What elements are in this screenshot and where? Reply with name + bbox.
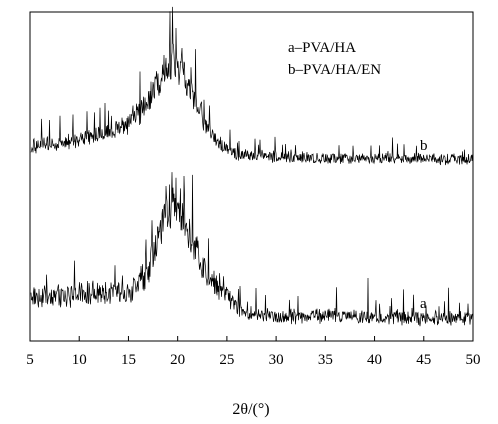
series-layer — [30, 6, 473, 327]
x-tick-label-15: 15 — [121, 352, 136, 368]
x-tick-label-30: 30 — [269, 352, 284, 368]
x-tick-label-50: 50 — [466, 352, 481, 368]
x-tick-label-5: 5 — [26, 352, 34, 368]
series-line-a — [30, 172, 473, 327]
plot-frame — [29, 11, 474, 342]
legend-entry-b: b–PVA/HA/EN — [288, 62, 381, 78]
x-axis-label: 2θ/(°) — [232, 401, 269, 418]
legend-entry-a: a–PVA/HA — [288, 40, 356, 56]
x-tick-label-10: 10 — [72, 352, 87, 368]
series-label-b: b — [420, 138, 428, 154]
x-tick-label-35: 35 — [318, 352, 333, 368]
x-axis-ticks: 5 10 15 20 25 30 35 40 45 50 — [26, 336, 481, 368]
x-tick-label-20: 20 — [170, 352, 185, 368]
x-tick-label-25: 25 — [219, 352, 234, 368]
x-tick-label-45: 45 — [416, 352, 431, 368]
series-label-a: a — [420, 296, 427, 312]
x-tick-label-40: 40 — [367, 352, 382, 368]
series-line-b — [30, 6, 473, 166]
